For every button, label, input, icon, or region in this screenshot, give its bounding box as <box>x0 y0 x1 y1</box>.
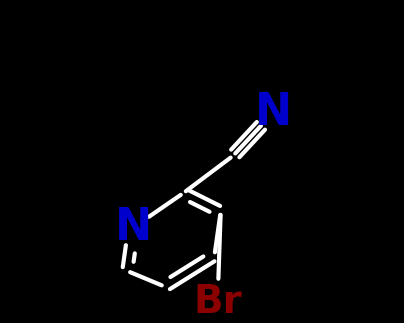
Text: N: N <box>115 206 152 249</box>
Text: N: N <box>255 91 292 134</box>
Text: Br: Br <box>193 283 242 321</box>
